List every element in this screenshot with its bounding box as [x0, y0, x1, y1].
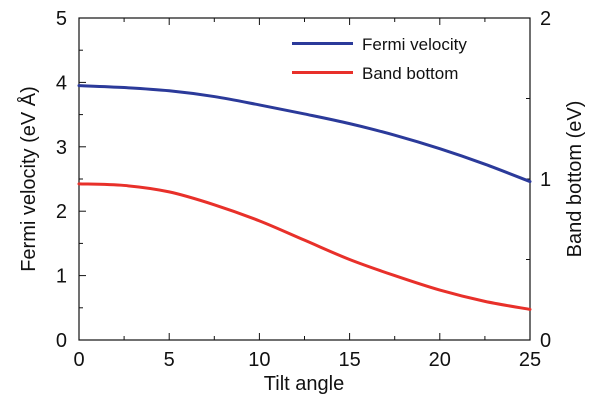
plot-frame: [78, 17, 531, 341]
right-y-axis-title: Band bottom (eV): [564, 101, 586, 258]
x-tick-label: 20: [429, 349, 451, 371]
left-y-tick-label: 2: [56, 201, 67, 223]
legend-label-band-bottom: Band bottom: [362, 64, 458, 83]
left-y-tick-label: 5: [56, 8, 67, 30]
right-y-tick-label: 0: [540, 330, 551, 352]
x-axis-title: Tilt angle: [264, 373, 344, 395]
x-tick-label: 15: [338, 349, 360, 371]
series-layer: [77, 84, 532, 311]
series-line-fermi-velocity: [77, 84, 532, 184]
legend-label-fermi-velocity: Fermi velocity: [362, 35, 467, 54]
left-y-tick-label: 1: [56, 266, 67, 288]
left-y-tick-label: 0: [56, 330, 67, 352]
left-y-axis-ticks: 0 1 2 3 4 5: [56, 8, 86, 352]
right-y-tick-label: 2: [540, 8, 551, 30]
x-tick-label: 0: [73, 349, 84, 371]
left-y-tick-label: 3: [56, 137, 67, 159]
series-line-band-bottom: [77, 182, 532, 311]
x-tick-label: 5: [164, 349, 175, 371]
x-tick-label: 25: [519, 349, 541, 371]
left-y-tick-label: 4: [56, 72, 67, 94]
legend: Fermi velocity Band bottom: [292, 35, 467, 83]
left-y-axis-title: Fermi velocity (eV Å): [17, 86, 40, 272]
x-axis-ticks: 0 5 10 15 20 25: [73, 18, 541, 371]
x-tick-label: 10: [248, 349, 270, 371]
right-y-tick-label: 1: [540, 169, 551, 191]
